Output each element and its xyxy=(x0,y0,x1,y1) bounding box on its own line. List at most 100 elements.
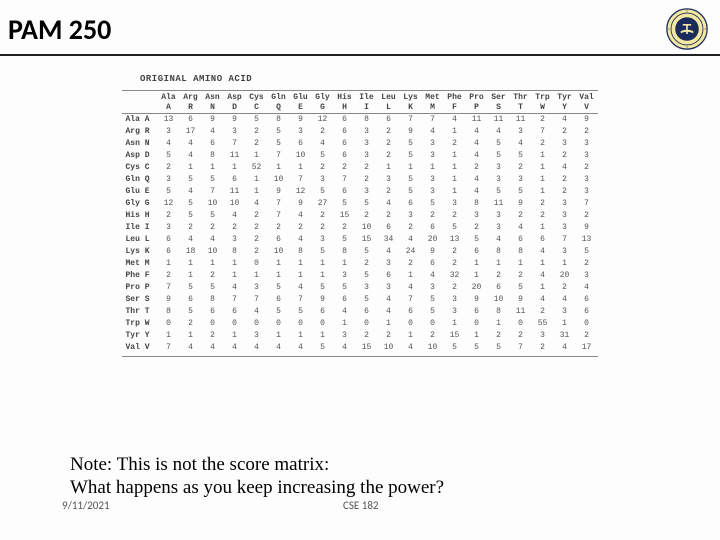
matrix-cell: 4 xyxy=(246,198,268,210)
matrix-cell: 1 xyxy=(532,186,554,198)
matrix-cell: 2 xyxy=(532,198,554,210)
col-code: F xyxy=(444,103,466,114)
matrix-cell: 4 xyxy=(532,294,554,306)
matrix-cell: 6 xyxy=(422,222,444,234)
footer-date: 9/11/2021 xyxy=(62,499,110,512)
matrix-cell: 2 xyxy=(444,138,466,150)
row-label: Ile I xyxy=(122,222,157,234)
matrix-cell: 3 xyxy=(334,270,356,282)
matrix-cell: 52 xyxy=(246,162,268,174)
matrix-cell: 4 xyxy=(554,162,576,174)
matrix-cell: 10 xyxy=(378,342,400,357)
matrix-cell: 1 xyxy=(466,270,488,282)
matrix-cell: 3 xyxy=(554,246,576,258)
matrix-cell: 4 xyxy=(576,282,598,294)
matrix-cell: 5 xyxy=(356,198,378,210)
matrix-cell: 2 xyxy=(356,174,378,186)
col-name: Leu xyxy=(378,91,400,103)
matrix-cell: 1 xyxy=(400,270,422,282)
matrix-cell: 6 xyxy=(400,198,422,210)
matrix-cell: 4 xyxy=(202,234,224,246)
col-name: Ser xyxy=(488,91,510,103)
matrix-cell: 2 xyxy=(378,330,400,342)
matrix-cell: 7 xyxy=(224,294,246,306)
matrix-cell: 11 xyxy=(466,113,488,126)
matrix-cell: 11 xyxy=(224,150,246,162)
matrix-cell: 5 xyxy=(400,150,422,162)
matrix-cell: 0 xyxy=(422,318,444,330)
col-name: Glu xyxy=(290,91,312,103)
matrix-cell: 2 xyxy=(378,126,400,138)
matrix-cell: 4 xyxy=(532,270,554,282)
matrix-cell: 1 xyxy=(444,186,466,198)
row-label: Leu L xyxy=(122,234,157,246)
matrix-cell: 5 xyxy=(356,246,378,258)
table-row: Trp W020000001010010105510 xyxy=(122,318,597,330)
matrix-cell: 1 xyxy=(180,330,202,342)
matrix-cell: 6 xyxy=(334,150,356,162)
matrix-cell: 6 xyxy=(158,246,180,258)
matrix-cell: 3 xyxy=(444,294,466,306)
matrix-cell: 2 xyxy=(576,162,598,174)
matrix-cell: 5 xyxy=(576,246,598,258)
matrix-cell: 8 xyxy=(334,246,356,258)
matrix-cell: 10 xyxy=(290,150,312,162)
matrix-cell: 1 xyxy=(444,126,466,138)
matrix-cell: 5 xyxy=(202,174,224,186)
col-name: Cys xyxy=(246,91,268,103)
matrix-cell: 2 xyxy=(444,282,466,294)
matrix-cell: 0 xyxy=(246,318,268,330)
matrix-cell: 3 xyxy=(466,210,488,222)
matrix-cell: 8 xyxy=(224,246,246,258)
table-row: Met M11110111123262111112 xyxy=(122,258,597,270)
matrix-cell: 4 xyxy=(554,113,576,126)
matrix-cell: 2 xyxy=(202,222,224,234)
col-code: M xyxy=(422,103,444,114)
matrix-cell: 4 xyxy=(224,210,246,222)
matrix-cell: 9 xyxy=(158,294,180,306)
matrix-cell: 3 xyxy=(488,162,510,174)
university-seal-icon xyxy=(666,8,708,50)
footer-course: CSE 182 xyxy=(343,499,379,512)
matrix-cell: 0 xyxy=(268,318,290,330)
matrix-cell: 10 xyxy=(202,246,224,258)
matrix-cell: 1 xyxy=(334,318,356,330)
matrix-cell: 9 xyxy=(290,198,312,210)
matrix-cell: 1 xyxy=(290,162,312,174)
matrix-cell: 11 xyxy=(224,186,246,198)
matrix-cell: 31 xyxy=(554,330,576,342)
matrix-cell: 5 xyxy=(400,186,422,198)
matrix-cell: 1 xyxy=(180,270,202,282)
matrix-cell: 1 xyxy=(312,258,334,270)
row-label: Cys C xyxy=(122,162,157,174)
matrix-cell: 2 xyxy=(334,162,356,174)
matrix-cell: 3 xyxy=(378,282,400,294)
matrix-cell: 20 xyxy=(554,270,576,282)
matrix-cell: 4 xyxy=(378,306,400,318)
matrix-region: ORIGINAL AMINO ACID AlaArgAsnAspCysGlnGl… xyxy=(0,56,720,357)
matrix-cell: 2 xyxy=(312,210,334,222)
matrix-cell: 4 xyxy=(422,126,444,138)
matrix-cell: 8 xyxy=(268,113,290,126)
matrix-cell: 6 xyxy=(334,294,356,306)
matrix-cell: 15 xyxy=(444,330,466,342)
matrix-cell: 2 xyxy=(224,222,246,234)
matrix-cell: 9 xyxy=(202,113,224,126)
matrix-cell: 1 xyxy=(246,174,268,186)
matrix-cell: 4 xyxy=(466,150,488,162)
matrix-cell: 2 xyxy=(334,222,356,234)
matrix-cell: 4 xyxy=(510,222,532,234)
matrix-cell: 2 xyxy=(356,162,378,174)
matrix-cell: 5 xyxy=(422,294,444,306)
matrix-cell: 6 xyxy=(180,294,202,306)
matrix-cell: 2 xyxy=(246,222,268,234)
matrix-cell: 3 xyxy=(576,150,598,162)
table-row: Glu E5471119125632531455123 xyxy=(122,186,597,198)
matrix-cell: 5 xyxy=(180,306,202,318)
matrix-cell: 1 xyxy=(400,162,422,174)
matrix-cell: 0 xyxy=(290,318,312,330)
col-name: Asn xyxy=(202,91,224,103)
matrix-cell: 3 xyxy=(312,234,334,246)
matrix-cell: 5 xyxy=(334,234,356,246)
matrix-cell: 5 xyxy=(510,150,532,162)
